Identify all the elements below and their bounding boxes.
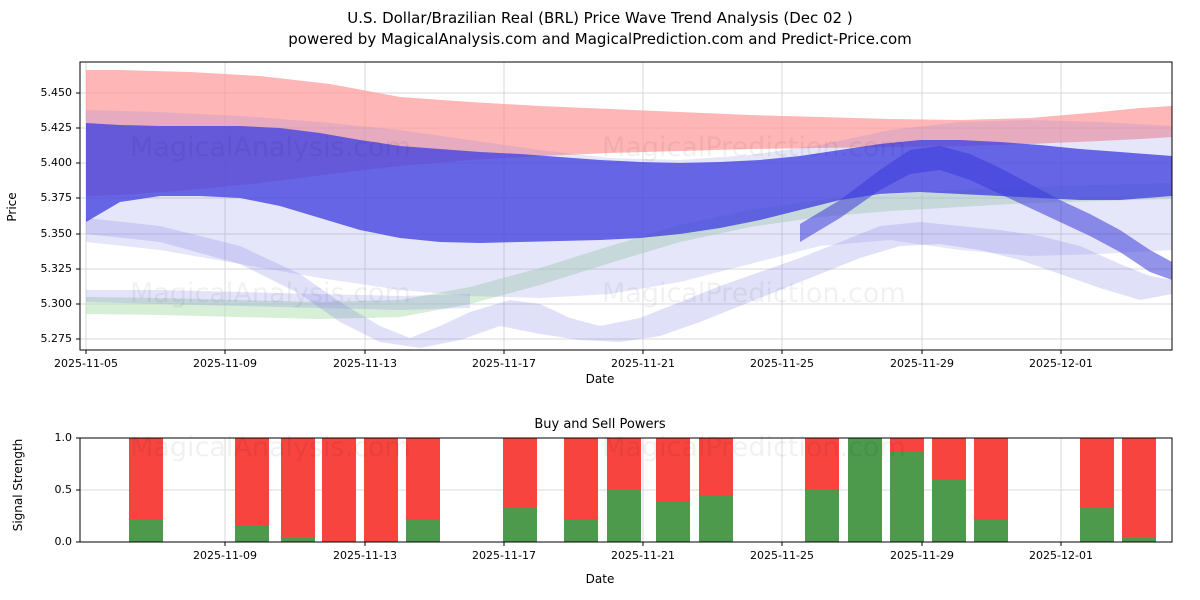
chart-title-block: U.S. Dollar/Brazilian Real (BRL) Price W…	[0, 8, 1200, 50]
price-bands	[86, 70, 1172, 348]
price-ytick-7: 5.450	[40, 86, 73, 99]
band-blue-swing	[800, 146, 1172, 280]
price-ytick-4: 5.375	[40, 191, 73, 204]
power-plot-svg	[76, 437, 1173, 546]
power-chart-panel: Buy and Sell Powers Signal Strength Date	[0, 400, 1200, 600]
price-y-axis-label: Price	[5, 192, 19, 222]
price-xtick-5: 2025-11-25	[750, 357, 814, 370]
price-ytick-2: 5.325	[40, 262, 73, 275]
price-xtick-1: 2025-11-09	[193, 357, 257, 370]
price-chart-panel: Price Date	[0, 50, 1200, 390]
price-xtick-0: 2025-11-05	[54, 357, 118, 370]
price-ytick-6: 5.425	[40, 121, 73, 134]
power-y-axis-label: Signal Strength	[11, 438, 25, 532]
power-x-axis-label: Date	[585, 572, 615, 586]
power-xtick-4: 2025-11-25	[750, 549, 814, 562]
power-chart-title: Buy and Sell Powers	[534, 417, 666, 432]
price-plot-svg	[76, 61, 1173, 354]
band-blue-left-shelf	[86, 290, 470, 310]
price-ytick-1: 5.300	[40, 297, 73, 310]
power-x-ticks	[224, 542, 1062, 546]
price-xtick-2: 2025-11-13	[333, 357, 397, 370]
price-ytick-3: 5.350	[40, 227, 73, 240]
price-ytick-5: 5.400	[40, 156, 73, 169]
price-xtick-7: 2025-12-01	[1029, 357, 1093, 370]
power-xtick-1: 2025-11-13	[333, 549, 397, 562]
power-ytick-1: 0.5	[54, 483, 73, 496]
power-ytick-2: 1.0	[54, 431, 73, 444]
page-subtitle: powered by MagicalAnalysis.com and Magic…	[288, 30, 912, 48]
power-y-ticks	[76, 437, 80, 543]
power-ytick-0: 0.0	[54, 535, 73, 548]
page-title: U.S. Dollar/Brazilian Real (BRL) Price W…	[347, 9, 853, 27]
power-xtick-6: 2025-12-01	[1029, 549, 1093, 562]
price-plot-frame	[79, 61, 1173, 351]
power-xtick-5: 2025-11-29	[890, 549, 954, 562]
band-blue-main	[86, 123, 1172, 243]
band-blue-lower-tendril	[86, 218, 1172, 348]
power-xtick-0: 2025-11-09	[193, 549, 257, 562]
price-ytick-0: 5.275	[40, 332, 73, 345]
power-bars	[129, 438, 1156, 542]
price-y-ticks	[76, 92, 80, 340]
power-xtick-3: 2025-11-21	[611, 549, 675, 562]
price-xtick-4: 2025-11-21	[611, 357, 675, 370]
price-x-axis-label: Date	[585, 372, 615, 386]
price-x-ticks	[85, 350, 1062, 354]
price-xtick-3: 2025-11-17	[472, 357, 536, 370]
power-xtick-2: 2025-11-17	[472, 549, 536, 562]
price-xtick-6: 2025-11-29	[890, 357, 954, 370]
band-green	[86, 183, 1172, 319]
